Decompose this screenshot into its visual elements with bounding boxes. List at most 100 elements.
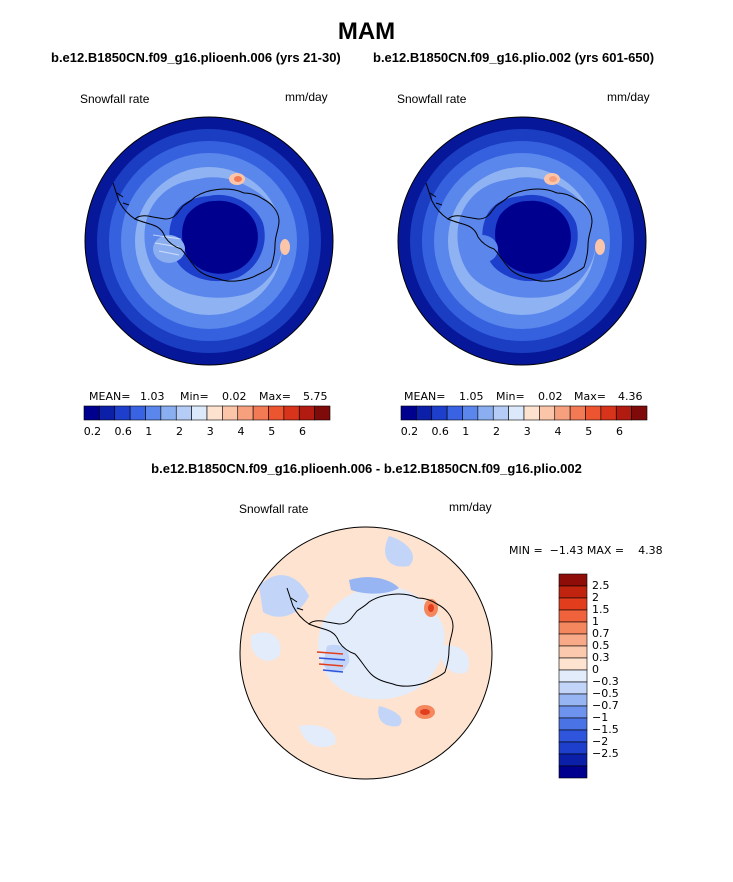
panel-1-colorbar-swatch xyxy=(283,405,300,421)
panel-2-colorbar-swatch xyxy=(400,405,417,421)
diff-colorbar-swatch xyxy=(558,597,588,611)
diff-colorbar-tick-label: −2 xyxy=(592,735,609,748)
panel-1-case-title: b.e12.B1850CN.f09_g16.plioenh.006 (yrs 2… xyxy=(51,50,341,65)
panel-2-colorbar-swatch xyxy=(554,405,571,421)
panel-2-mean-label: MEAN= xyxy=(404,390,446,403)
panel-2-colorbar-swatch xyxy=(585,405,602,421)
diff-colorbar-tick-label: 2.5 xyxy=(592,579,610,592)
panel-1-colorbar-swatch xyxy=(191,405,208,421)
panel-2-colorbar-swatch xyxy=(477,405,494,421)
panel-2-colorbar-tick-label: 1 xyxy=(462,425,470,438)
diff-colorbar xyxy=(558,573,588,779)
panel-2-colorbar-tick-label: 4 xyxy=(554,425,562,438)
panel-2-colorbar-swatch xyxy=(416,405,433,421)
panel-2-colorbar-swatch xyxy=(523,405,540,421)
panel-1-colorbar-tick-label: 2 xyxy=(175,425,183,438)
panel-2-colorbar-swatch xyxy=(600,405,617,421)
diff-colorbar-swatch xyxy=(558,585,588,599)
panel-1-colorbar-swatch xyxy=(206,405,223,421)
diff-colorbar-swatch xyxy=(558,729,588,743)
panel-1-colorbar-swatch xyxy=(222,405,239,421)
panel-1-mean-label: MEAN= xyxy=(89,390,131,403)
diff-colorbar-swatch xyxy=(558,645,588,659)
diff-colorbar-tick-label: 1.5 xyxy=(592,603,610,616)
panel-2-colorbar-tick-label: 3 xyxy=(523,425,531,438)
panel-1-colorbar-swatch xyxy=(314,405,331,421)
panel-2-mean-value: 1.05 xyxy=(459,390,484,403)
panel-2-colorbar-swatch xyxy=(615,405,632,421)
figure-title: MAM xyxy=(337,18,396,45)
diff-colorbar-swatch xyxy=(558,765,588,779)
panel-2-field-label: Snowfall rate xyxy=(397,92,467,106)
panel-2-max-value: 4.36 xyxy=(618,390,643,403)
diff-colorbar-swatch xyxy=(558,753,588,767)
panel-2-units-label: mm/day xyxy=(607,90,650,104)
panel-2-colorbar-tick-label: 6 xyxy=(615,425,623,438)
panel-2-min-label: Min= xyxy=(496,390,525,403)
diff-colorbar-tick-label: −0.5 xyxy=(592,687,619,700)
panel-1-colorbar-tick-label: 1 xyxy=(145,425,153,438)
panel-1-min-value: 0.02 xyxy=(222,390,247,403)
diff-colorbar-tick-label: −0.7 xyxy=(592,699,619,712)
panel-2-colorbar-tick-label: 0.6 xyxy=(431,425,449,438)
diff-panel-title: b.e12.B1850CN.f09_g16.plioenh.006 - b.e1… xyxy=(151,461,582,476)
panel-1-mean-value: 1.03 xyxy=(140,390,165,403)
panel-2-colorbar xyxy=(400,405,648,421)
diff-minmax-label: MIN = −1.43 MAX = 4.38 xyxy=(509,544,663,557)
panel-2-min-value: 0.02 xyxy=(538,390,563,403)
diff-map xyxy=(239,526,493,780)
diff-colorbar-swatch xyxy=(558,717,588,731)
panel-1-field-label: Snowfall rate xyxy=(80,92,150,106)
panel-2-colorbar-swatch xyxy=(508,405,525,421)
diff-colorbar-swatch xyxy=(558,621,588,635)
panel-1-colorbar-swatch xyxy=(114,405,131,421)
diff-units-label: mm/day xyxy=(449,500,492,514)
diff-colorbar-swatch xyxy=(558,669,588,683)
panel-2-colorbar-swatch xyxy=(462,405,479,421)
diff-colorbar-tick-label: 1 xyxy=(592,615,599,628)
panel-1-colorbar-swatch xyxy=(237,405,254,421)
panel-2-case-title: b.e12.B1850CN.f09_g16.plio.002 (yrs 601-… xyxy=(373,50,655,65)
panel-1-max-value: 5.75 xyxy=(303,390,328,403)
panel-1-colorbar-swatch xyxy=(83,405,100,421)
diff-field-label: Snowfall rate xyxy=(239,502,309,516)
panel-2-colorbar-swatch xyxy=(539,405,556,421)
panel-2-colorbar-tick-label: 0.2 xyxy=(400,425,419,438)
panel-1-colorbar-swatch xyxy=(99,405,116,421)
panel-2-colorbar-tick-label: 2 xyxy=(492,425,500,438)
panel-1-colorbar-swatch xyxy=(298,405,315,421)
panel-1-max-label: Max= xyxy=(259,390,291,403)
diff-colorbar-tick-label: 0.5 xyxy=(592,639,610,652)
diff-colorbar-tick-label: 0.3 xyxy=(592,651,610,664)
panel-1-units-label: mm/day xyxy=(285,90,328,104)
panel-1-colorbar-tick-label: 6 xyxy=(298,425,306,438)
panel-2-colorbar-tick-label: 5 xyxy=(585,425,593,438)
panel-1-colorbar-tick-label: 0.6 xyxy=(114,425,132,438)
panel-1-map xyxy=(84,116,334,366)
diff-colorbar-swatch xyxy=(558,609,588,623)
diff-colorbar-tick-label: −0.3 xyxy=(592,675,619,688)
diff-colorbar-swatch xyxy=(558,705,588,719)
panel-1-colorbar xyxy=(83,405,331,421)
panel-2-max-label: Max= xyxy=(574,390,606,403)
panel-2-colorbar-swatch xyxy=(492,405,509,421)
panel-1-colorbar-swatch xyxy=(145,405,162,421)
diff-colorbar-swatch xyxy=(558,693,588,707)
diff-colorbar-tick-label: −2.5 xyxy=(592,747,619,760)
panel-1-colorbar-tick-label: 5 xyxy=(268,425,276,438)
panel-1-colorbar-swatch xyxy=(268,405,285,421)
panel-1-colorbar-swatch xyxy=(175,405,192,421)
panel-1-colorbar-tick-label: 0.2 xyxy=(83,425,102,438)
panel-1-colorbar-swatch xyxy=(252,405,269,421)
panel-1-colorbar-swatch xyxy=(129,405,146,421)
panel-2-colorbar-swatch xyxy=(431,405,448,421)
panel-2-colorbar-swatch xyxy=(569,405,586,421)
diff-colorbar-tick-label: 0 xyxy=(592,663,599,676)
panel-2-map xyxy=(397,116,647,366)
diff-colorbar-swatch xyxy=(558,573,588,587)
panel-1-colorbar-tick-label: 3 xyxy=(206,425,214,438)
diff-colorbar-swatch xyxy=(558,681,588,695)
panel-2-colorbar-swatch xyxy=(446,405,463,421)
panel-1-min-label: Min= xyxy=(180,390,209,403)
diff-colorbar-tick-label: 2 xyxy=(592,591,599,604)
